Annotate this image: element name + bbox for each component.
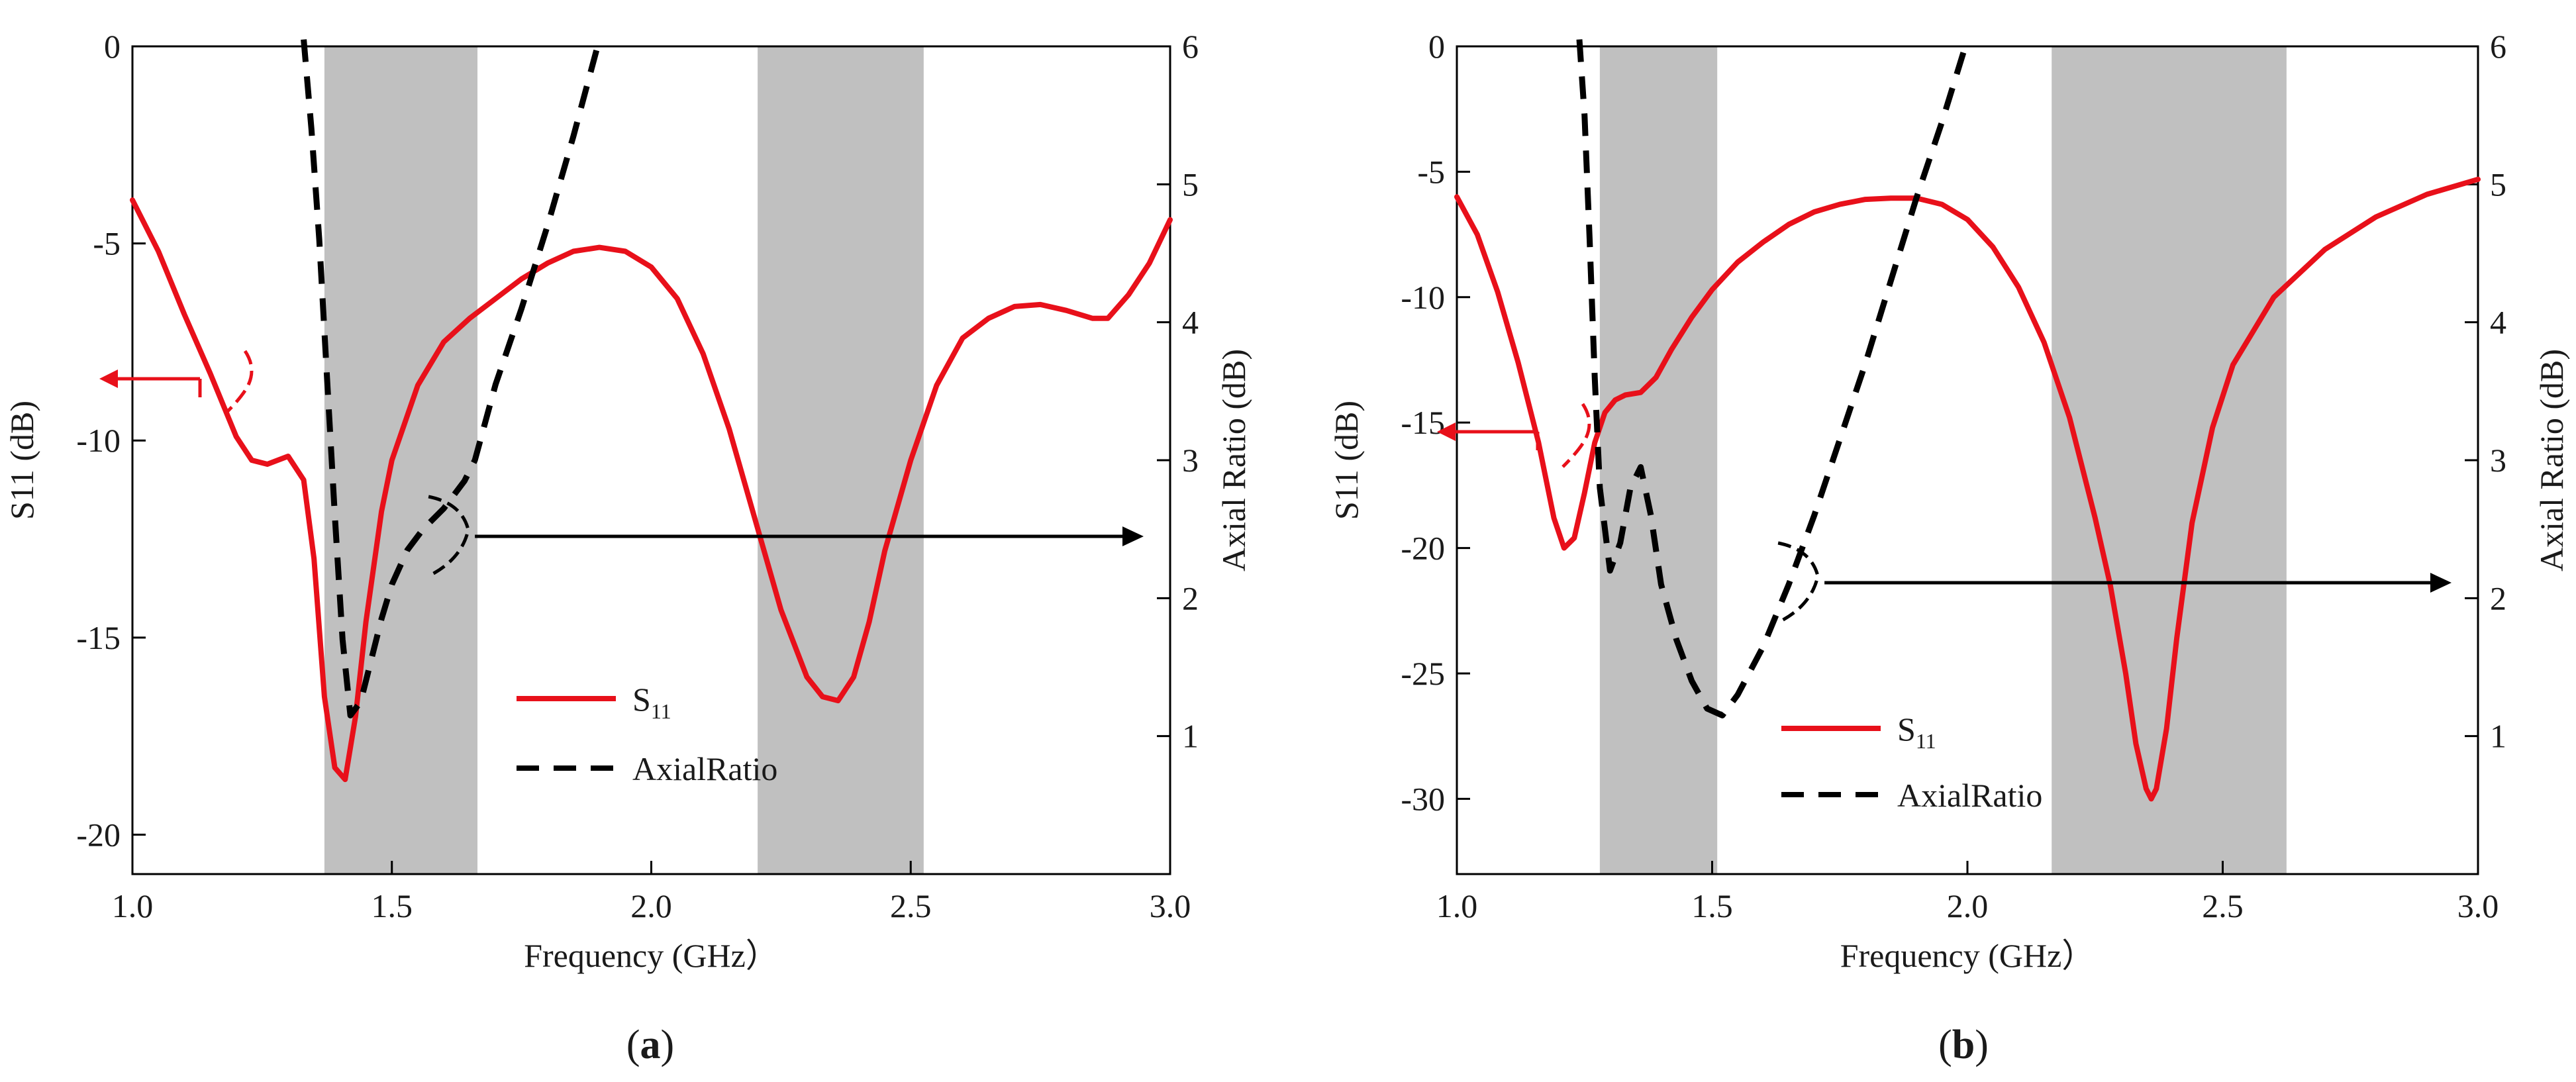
y-tick-label: 0 [104,28,121,65]
legend-s11-label-subscript: 11 [651,699,671,723]
y2-tick-label: 4 [1182,304,1199,341]
axial-ratio-axis-indicator-arrowhead [2430,573,2452,593]
y-tick-label: 0 [1428,28,1445,65]
s11-axis-indicator-arrowhead [99,369,118,388]
caption-paren-open: ( [1938,1022,1952,1067]
y-tick-label: -15 [1401,404,1445,441]
caption-panel-letter: a [640,1022,661,1067]
y2-tick-label: 4 [2490,304,2506,341]
chart-panel-b: 1.0 1.5 2.0 2.5 3.0 0 -5 -10 -15 -20 -25 -30 1 2 3 4 5 6 F… [1328,28,2570,1067]
x-tick-label: 1.0 [112,887,154,924]
y2-axis-title: Axial Ratio (dB) [1215,349,1252,571]
y-tick-label: -30 [1401,780,1445,817]
legend-axial-ratio-label: AxialRatio [1897,777,2042,814]
x-tick-label: 2.0 [630,887,672,924]
y-tick-label: -20 [1401,530,1445,567]
caption-panel-letter: b [1952,1022,1975,1067]
y-axis-title: S11 (dB) [3,401,40,520]
y2-tick-label: 6 [2490,28,2506,65]
y2-tick-label: 3 [2490,442,2506,479]
axial-ratio-axis-indicator-arrowhead [1122,526,1144,546]
shaded-band-2 [758,46,924,874]
y-tick-label: -10 [1401,279,1445,316]
legend-s11-label-main: S [1897,711,1916,748]
axial-ratio-line [1576,38,1971,718]
y-tick-label: -20 [76,816,121,853]
caption-paren-close: ) [1975,1022,1989,1067]
chart-panel-a: 1.0 1.5 2.0 2.5 3.0 0 -5 -10 -15 -20 1 2 3 4 5 6 Frequen… [3,28,1252,1067]
shaded-band-2 [2052,46,2287,874]
y-tick-label: -25 [1401,655,1445,692]
s11-axis-indicator-ellipse [1561,403,1591,468]
caption-paren-close: ) [661,1022,675,1067]
legend-s11-label: S11 [632,681,671,723]
y-axis-title: S11 (dB) [1328,401,1365,520]
legend-axial-ratio-label: AxialRatio [632,750,777,787]
x-axis-title: Frequency (GHz） [1840,937,2095,974]
x-tick-label: 2.0 [1947,887,1989,924]
legend-s11-label-main: S [632,681,651,718]
y-tick-label: -15 [76,619,121,656]
x-axis-title: Frequency (GHz） [524,937,779,974]
y2-tick-label: 3 [1182,442,1199,479]
y-tick-label: -5 [1417,153,1445,190]
x-tick-label: 1.0 [1436,887,1478,924]
y2-tick-label: 5 [2490,166,2506,203]
panel-caption: (b) [1938,1022,1989,1067]
x-tick-label: 2.5 [890,887,932,924]
x-tick-label: 1.5 [372,887,413,924]
x-tick-label: 2.5 [2202,887,2244,924]
x-tick-label: 1.5 [1691,887,1733,924]
y2-tick-label: 2 [1182,579,1199,616]
y2-tick-label: 6 [1182,28,1199,65]
y2-tick-label: 1 [2490,718,2506,755]
s11-axis-indicator-arrowhead [1437,422,1456,441]
y-tick-label: -10 [76,422,121,459]
legend-s11-label: S11 [1897,711,1936,753]
s11-line [1454,176,2481,802]
legend-s11-label-subscript: 11 [1916,729,1936,753]
axial-ratio-line [301,38,603,718]
y2-tick-label: 2 [2490,579,2506,616]
y2-tick-label: 5 [1182,166,1199,203]
panel-caption: (a) [626,1022,674,1067]
x-tick-label: 3.0 [1150,887,1191,924]
y2-tick-label: 1 [1182,718,1199,755]
x-tick-label: 3.0 [2457,887,2499,924]
y2-axis-title: Axial Ratio (dB) [2533,349,2570,571]
shaded-band-1 [1599,46,1718,874]
s11-line [130,197,1173,783]
s11-axis-indicator-ellipse [224,350,254,415]
caption-paren-open: ( [626,1022,640,1067]
y-tick-label: -5 [93,225,121,262]
